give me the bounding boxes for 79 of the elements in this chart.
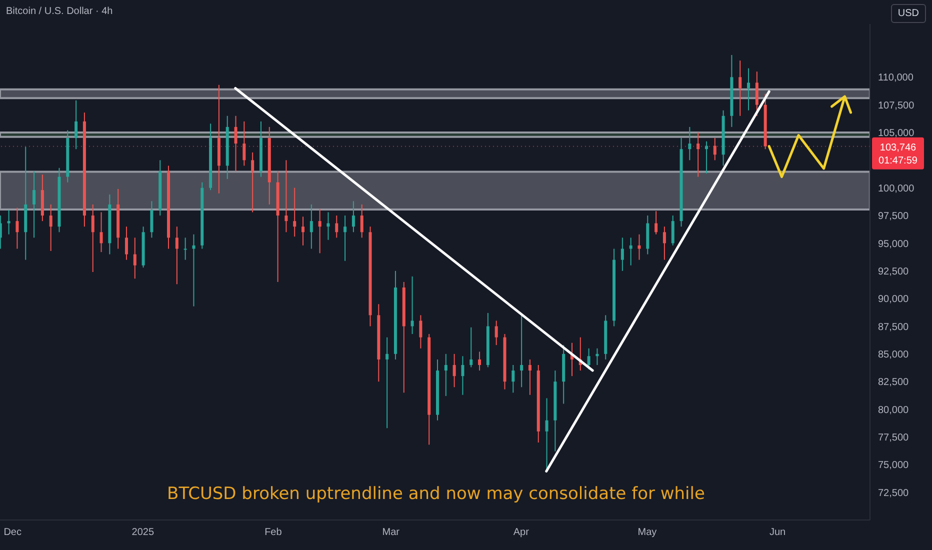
y-tick-label: 107,500	[878, 100, 915, 112]
candlestick	[184, 237, 187, 260]
y-tick-label: 77,500	[878, 432, 910, 444]
candlestick	[520, 314, 524, 388]
candlestick	[293, 187, 296, 238]
ref-line-label: 103,746	[880, 142, 917, 154]
y-tick-label: 92,500	[878, 266, 910, 278]
candlestick	[100, 212, 103, 253]
y-tick-label: 90,000	[878, 294, 910, 306]
x-tick-label: Jun	[769, 527, 786, 538]
candlestick	[352, 200, 355, 233]
y-tick-label: 100,000	[878, 183, 915, 194]
y-tick-label: 80,000	[878, 404, 910, 416]
candlestick	[444, 353, 448, 396]
candlestick	[192, 234, 196, 307]
candlestick	[49, 204, 52, 252]
y-tick-label: 75,000	[878, 460, 910, 472]
candlestick	[478, 351, 482, 372]
candlestick	[704, 140, 708, 174]
annotation: BTCUSD broken uptrendline and now may consolidate for while	[166, 484, 706, 504]
text: USD	[890, 4, 926, 23]
candlestick	[251, 152, 254, 213]
candlestick	[410, 276, 414, 334]
candlestick	[16, 207, 19, 250]
y-tick-label: 87,500	[878, 322, 910, 333]
candlestick	[335, 215, 338, 238]
candlestick	[242, 120, 246, 166]
candlestick	[654, 210, 658, 235]
candlestick	[284, 160, 288, 233]
candlestick	[494, 320, 498, 346]
y-tick-label: 105,000	[878, 128, 915, 140]
candlestick	[452, 353, 456, 388]
x-tick-label: Apr	[513, 527, 530, 538]
candlestick	[696, 132, 700, 178]
candlestick	[360, 204, 364, 238]
y-tick-label: 72,500	[878, 488, 910, 499]
chart-title: Bitcoin / U.S. Dollar · 4h	[6, 6, 113, 17]
candlestick	[738, 60, 742, 116]
candlestick	[747, 68, 750, 111]
candlestick	[344, 215, 347, 262]
x-tick-label: May	[638, 527, 657, 538]
candlestick	[302, 216, 305, 246]
y-tick-label: 97,500	[878, 211, 910, 222]
candlestick	[470, 326, 473, 368]
candlestick	[318, 208, 322, 254]
candlestick	[419, 314, 422, 349]
candlestick	[755, 71, 758, 116]
text: 01:47:59	[878, 155, 918, 166]
x-tick-label: Feb	[264, 527, 282, 538]
candlestick	[713, 138, 716, 161]
candlestick	[7, 210, 10, 235]
candlestick	[32, 170, 36, 238]
candlestick	[133, 237, 136, 280]
y-tick-label: 82,500	[878, 377, 910, 388]
candlestick	[74, 100, 78, 150]
y-tick-label: 95,000	[878, 238, 910, 250]
x-tick-label: Mar	[382, 527, 400, 538]
candlestick	[150, 200, 154, 238]
candlestick	[587, 348, 590, 370]
y-tick-label: 110,000	[878, 72, 914, 84]
candlestick	[326, 212, 330, 240]
candlestick	[688, 126, 692, 161]
candlestick	[386, 336, 389, 429]
x-tick-label: Dec	[4, 527, 22, 538]
candlestick	[310, 204, 313, 250]
candlestick	[461, 356, 464, 396]
candlestick	[620, 237, 624, 272]
y-tick-label: 85,000	[878, 349, 910, 360]
candlestick	[662, 226, 666, 260]
candlestick	[528, 358, 532, 396]
x-tick-label: 2025	[132, 527, 154, 538]
candlestick	[629, 237, 632, 266]
candlestick	[671, 215, 674, 246]
candlestick	[234, 115, 238, 172]
candlestick	[638, 234, 641, 260]
candlestick	[175, 226, 178, 285]
candlestick	[512, 364, 515, 394]
candlestick	[124, 226, 128, 260]
candlestick	[91, 204, 94, 272]
